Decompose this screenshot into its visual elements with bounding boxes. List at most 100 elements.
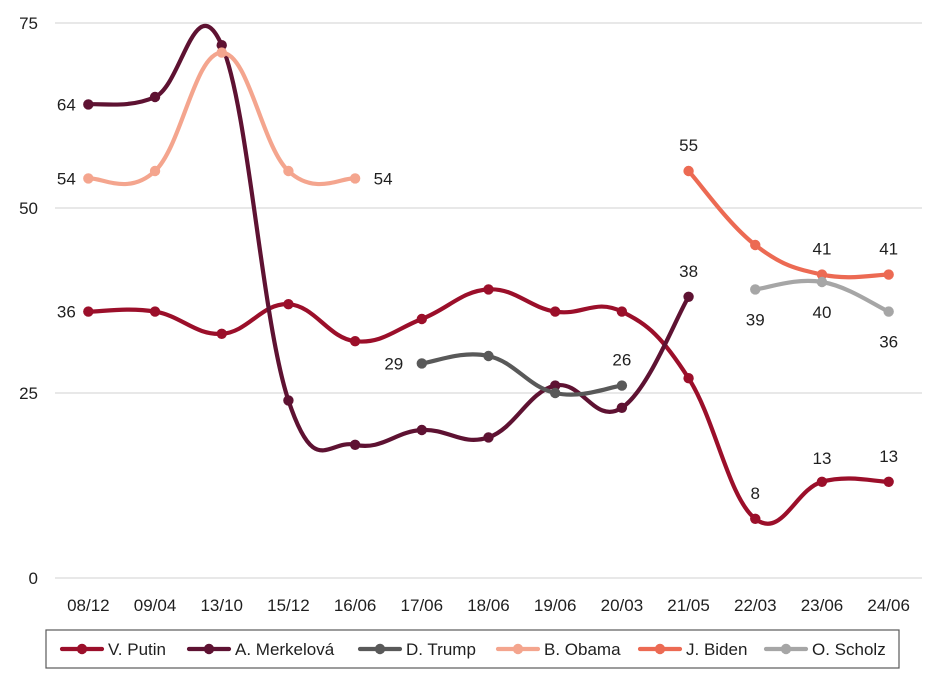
x-axis-ticks: 08/12 09/04 13/10 15/12 16/06 17/06 18/06 19/06… bbox=[67, 596, 910, 615]
series-line-j-biden bbox=[686, 168, 891, 280]
legend-item-a-merkelova: A. Merkelová bbox=[186, 640, 335, 659]
x-tick-label: 24/06 bbox=[867, 596, 910, 615]
data-point-o-scholz bbox=[816, 276, 828, 288]
gridlines bbox=[55, 22, 922, 579]
series-d-trump bbox=[416, 350, 628, 399]
data-point-d-trump bbox=[416, 358, 428, 369]
data-point-o-scholz bbox=[883, 306, 894, 317]
data-label-v-putin: 13 bbox=[879, 447, 898, 466]
data-point-v-putin bbox=[283, 299, 294, 310]
data-point-b-obama bbox=[149, 165, 161, 177]
data-point-a-merkelova bbox=[83, 99, 94, 110]
legend-item-d-trump: D. Trump bbox=[357, 640, 476, 659]
data-point-v-putin bbox=[216, 328, 227, 339]
data-point-v-putin bbox=[816, 476, 828, 487]
data-point-v-putin bbox=[83, 306, 94, 317]
data-label-o-scholz: 36 bbox=[879, 333, 898, 352]
data-label-o-scholz: 40 bbox=[813, 303, 832, 322]
data-label-a-merkelova: 38 bbox=[679, 262, 698, 281]
data-label-j-biden: 41 bbox=[879, 240, 898, 259]
data-point-d-trump bbox=[549, 387, 561, 399]
x-tick-label: 09/04 bbox=[134, 596, 177, 615]
data-label-d-trump: 29 bbox=[384, 354, 403, 373]
data-point-j-biden bbox=[750, 239, 761, 251]
legend-label: J. Biden bbox=[686, 640, 747, 659]
data-label-v-putin: 36 bbox=[57, 303, 76, 322]
data-point-b-obama bbox=[283, 165, 294, 177]
x-tick-label: 21/05 bbox=[667, 596, 710, 615]
data-labels: 36 8 13 13 64 38 29 26 54 54 55 41 41 39 40 36 bbox=[57, 95, 898, 502]
x-tick-label: 16/06 bbox=[334, 596, 377, 615]
legend-swatch-marker bbox=[654, 643, 666, 655]
data-point-v-putin bbox=[750, 513, 761, 524]
legend-swatch-marker bbox=[203, 643, 215, 655]
data-point-v-putin bbox=[616, 306, 628, 317]
data-point-a-merkelova bbox=[616, 402, 628, 413]
data-point-b-obama bbox=[349, 173, 361, 184]
legend-label: V. Putin bbox=[108, 640, 166, 659]
legend: V. Putin A. Merkelová D. Trump B. Obama J. B… bbox=[45, 629, 900, 669]
data-point-a-merkelova bbox=[149, 91, 161, 103]
data-point-j-biden bbox=[883, 269, 894, 280]
legend-swatch-marker bbox=[76, 643, 88, 655]
data-label-a-merkelova: 64 bbox=[57, 95, 76, 114]
x-tick-label: 20/03 bbox=[601, 596, 644, 615]
series-line-v-putin bbox=[86, 287, 891, 526]
data-point-a-merkelova bbox=[416, 424, 428, 436]
data-point-b-obama bbox=[216, 47, 227, 58]
data-point-v-putin bbox=[349, 336, 361, 347]
data-point-a-merkelova bbox=[483, 432, 494, 443]
data-point-a-merkelova bbox=[216, 40, 227, 51]
data-point-v-putin bbox=[483, 284, 494, 295]
y-tick-label: 50 bbox=[19, 199, 38, 218]
legend-item-v-putin: V. Putin bbox=[59, 640, 166, 659]
series-v-putin bbox=[83, 284, 894, 526]
data-point-d-trump bbox=[483, 350, 494, 362]
data-point-v-putin bbox=[549, 306, 561, 317]
legend-label: O. Scholz bbox=[812, 640, 886, 659]
series-j-biden bbox=[683, 165, 894, 280]
data-label-v-putin: 8 bbox=[751, 484, 760, 503]
data-point-o-scholz bbox=[750, 284, 761, 295]
y-tick-label: 0 bbox=[29, 569, 38, 588]
legend-swatch-marker bbox=[780, 643, 792, 655]
data-label-b-obama: 54 bbox=[57, 169, 76, 188]
data-label-o-scholz: 39 bbox=[746, 310, 765, 329]
series-lines bbox=[83, 24, 894, 526]
legend-label: D. Trump bbox=[406, 640, 476, 659]
series-line-a-merkelova bbox=[86, 24, 691, 453]
y-tick-label: 75 bbox=[19, 14, 38, 33]
series-o-scholz bbox=[750, 276, 894, 317]
legend-label: B. Obama bbox=[544, 640, 621, 659]
x-tick-label: 13/10 bbox=[200, 596, 243, 615]
data-point-v-putin bbox=[149, 306, 161, 317]
legend-swatch-marker bbox=[374, 643, 386, 655]
series-a-merkelova bbox=[83, 24, 694, 453]
data-label-d-trump: 26 bbox=[612, 351, 631, 370]
x-tick-label: 23/06 bbox=[801, 596, 844, 615]
data-point-d-trump bbox=[616, 380, 628, 391]
x-tick-label: 08/12 bbox=[67, 596, 110, 615]
data-point-v-putin bbox=[683, 373, 694, 384]
data-point-a-merkelova bbox=[349, 439, 361, 450]
data-label-v-putin: 13 bbox=[813, 449, 832, 468]
data-point-a-merkelova bbox=[283, 395, 294, 406]
x-tick-label: 19/06 bbox=[534, 596, 577, 615]
data-label-j-biden: 55 bbox=[679, 136, 698, 155]
x-tick-label: 17/06 bbox=[401, 596, 444, 615]
legend-swatch-marker bbox=[512, 643, 524, 655]
data-point-v-putin bbox=[416, 313, 428, 325]
data-point-j-biden bbox=[683, 165, 694, 177]
data-point-v-putin bbox=[883, 476, 894, 487]
y-axis-ticks: 0 25 50 75 bbox=[19, 14, 38, 588]
data-label-b-obama: 54 bbox=[374, 169, 393, 188]
legend-item-b-obama: B. Obama bbox=[495, 640, 621, 659]
series-line-b-obama bbox=[86, 50, 358, 187]
data-label-j-biden: 41 bbox=[813, 240, 832, 259]
x-tick-label: 15/12 bbox=[267, 596, 310, 615]
data-point-b-obama bbox=[83, 173, 94, 184]
series-line-d-trump bbox=[419, 352, 624, 397]
series-b-obama bbox=[83, 47, 361, 187]
